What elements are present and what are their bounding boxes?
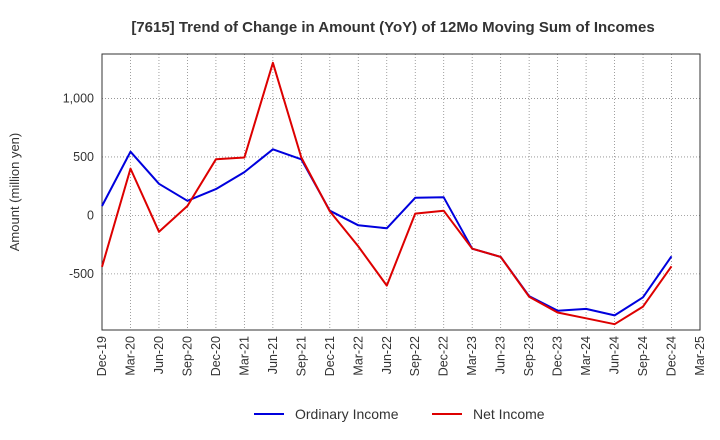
y-axis-ticks: -500 0 500 1,000 [63, 91, 94, 280]
x-tick-label: Dec-19 [95, 336, 109, 376]
y-tick-label: 0 [87, 208, 94, 222]
x-tick-label: Jun-20 [152, 336, 166, 374]
series-lines [101, 61, 673, 326]
x-tick-label: Dec-24 [665, 336, 679, 376]
x-tick-label: Jun-21 [266, 336, 280, 374]
x-tick-label: Mar-24 [579, 336, 593, 376]
x-tick-label: Dec-20 [209, 336, 223, 376]
x-tick-label: Sep-23 [522, 336, 536, 376]
x-tick-label: Sep-22 [408, 336, 422, 376]
x-tick-label: Mar-21 [237, 336, 251, 376]
legend: Ordinary Income Net Income [254, 406, 545, 422]
x-tick-label: Dec-22 [437, 336, 451, 376]
series-line-ordinary-income [101, 148, 673, 317]
x-tick-label: Mar-23 [465, 336, 479, 376]
series-line-net-income [101, 61, 673, 326]
y-tick-label: -500 [69, 267, 94, 281]
x-tick-label: Mar-22 [351, 336, 365, 376]
x-tick-label: Sep-20 [180, 336, 194, 376]
x-tick-label: Jun-22 [380, 336, 394, 374]
grid-lines [102, 54, 700, 330]
y-axis-label: Amount (million yen) [7, 133, 22, 252]
x-tick-label: Mar-25 [693, 336, 707, 376]
y-tick-label: 1,000 [63, 91, 94, 105]
y-tick-label: 500 [73, 150, 94, 164]
x-tick-label: Jun-24 [608, 336, 622, 374]
x-axis-ticks: Dec-19 Mar-20 Jun-20 Sep-20 Dec-20 Mar-21 Jun-… [95, 336, 707, 376]
x-tick-label: Jun-23 [494, 336, 508, 374]
x-tick-label: Sep-24 [636, 336, 650, 376]
x-tick-label: Mar-20 [123, 336, 137, 376]
x-tick-label: Sep-21 [294, 336, 308, 376]
x-tick-label: Dec-23 [551, 336, 565, 376]
x-tick-label: Dec-21 [323, 336, 337, 376]
legend-label: Net Income [473, 406, 545, 422]
chart-title: [7615] Trend of Change in Amount (YoY) o… [131, 19, 654, 36]
legend-label: Ordinary Income [295, 406, 399, 422]
plot-frame [101, 53, 701, 331]
